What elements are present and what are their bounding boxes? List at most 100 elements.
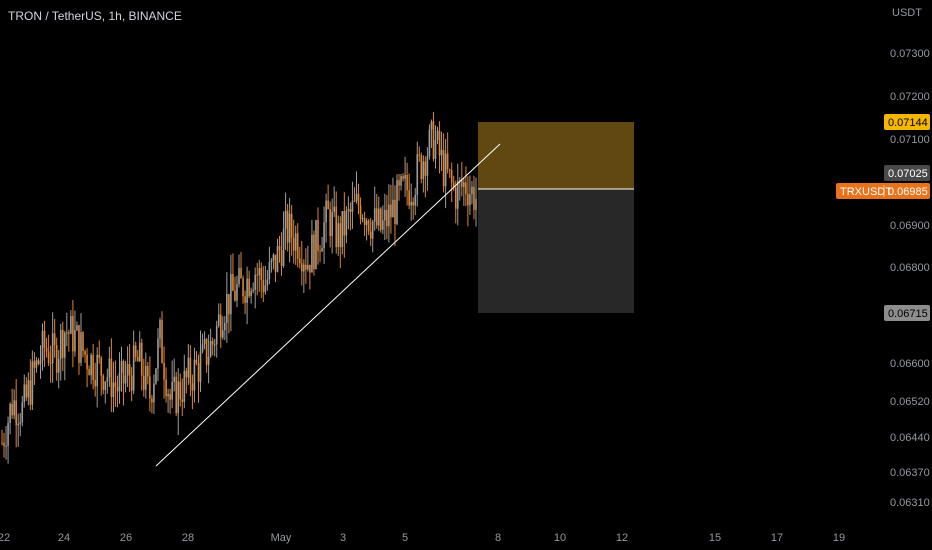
y-tick-label: 0.07100	[890, 134, 930, 146]
candle-body	[94, 379, 96, 387]
candle-body	[68, 332, 70, 334]
candle-body	[173, 376, 175, 383]
candle-body	[402, 176, 404, 179]
candle-body	[193, 359, 196, 391]
candle-body	[98, 354, 101, 358]
candle-body	[250, 291, 252, 297]
target-price-badge: 0.07144	[884, 114, 930, 130]
candle-body	[424, 161, 427, 176]
candle-body	[226, 293, 228, 324]
candle-body	[371, 221, 374, 239]
candle-body	[187, 357, 190, 378]
candle-body	[450, 170, 453, 183]
candle-body	[286, 210, 289, 243]
candle-body	[136, 357, 139, 362]
time-axis[interactable]: 22 24 26 28 May 3 5 8 10 12 15 17 19	[0, 532, 845, 544]
candle-body	[339, 223, 342, 248]
candle-body	[357, 193, 360, 206]
candle-body	[163, 362, 165, 380]
candle-body	[55, 345, 58, 373]
candle-body	[209, 341, 212, 357]
price-axis[interactable]: USDT 0.07300 0.07200 0.07100 0.06900 0.06800…	[836, 7, 930, 509]
x-tick-label: 3	[340, 532, 346, 544]
candle-body	[410, 202, 412, 206]
candle-body	[428, 129, 431, 157]
candle-body	[74, 330, 76, 352]
candle-body	[189, 357, 192, 384]
x-tick-label: 17	[771, 532, 783, 544]
candle-body	[124, 375, 127, 384]
candle-body	[335, 206, 338, 248]
loss-zone[interactable]	[478, 189, 634, 313]
trendline[interactable]	[155, 143, 501, 467]
candle-body	[53, 333, 56, 346]
candle-body	[3, 442, 5, 447]
candle-body	[215, 325, 218, 345]
y-tick-label: 0.06520	[890, 396, 930, 408]
candle-body	[7, 423, 9, 446]
candle-body	[147, 366, 149, 377]
target-price-text: 0.07144	[888, 117, 928, 129]
candle-body	[446, 153, 449, 170]
current-price-text: 0.07025	[888, 168, 928, 180]
candle-body	[452, 182, 455, 188]
candle-body	[236, 284, 238, 301]
candle-body	[254, 274, 257, 290]
candle-body	[278, 246, 281, 251]
candle-body	[70, 316, 72, 334]
candle-body	[84, 351, 86, 355]
candle-body	[268, 262, 271, 280]
entry-price-text: 0.06985	[888, 186, 928, 198]
candle-body	[390, 204, 392, 218]
candle-body	[92, 354, 94, 380]
candle-body	[151, 398, 153, 403]
candle-body	[414, 194, 417, 206]
candle-body	[349, 209, 352, 212]
candle-body	[234, 290, 236, 301]
candle-body	[317, 220, 319, 251]
candle-body	[386, 209, 388, 227]
candle-body	[270, 260, 273, 263]
candle-body	[106, 377, 109, 382]
candle-body	[404, 174, 406, 179]
axis-currency: USDT	[892, 7, 922, 19]
candle-body	[284, 210, 287, 229]
candle-body	[266, 279, 269, 286]
candle-body	[232, 274, 234, 291]
candle-body	[149, 376, 151, 399]
candle-body	[242, 278, 244, 297]
candle-body	[221, 330, 224, 338]
candle-body	[61, 329, 64, 358]
y-tick-label: 0.07200	[890, 91, 930, 103]
candle-body	[108, 358, 111, 378]
candle-body	[63, 332, 66, 358]
candle-body	[436, 130, 439, 140]
candle-body	[438, 130, 441, 156]
candle-body	[379, 208, 382, 230]
candle-body	[331, 211, 333, 237]
candle-body	[406, 174, 408, 191]
candle-body	[179, 381, 182, 400]
y-tick-label: 0.06310	[890, 497, 930, 509]
candle-body	[120, 361, 123, 373]
candle-body	[264, 285, 267, 293]
candle-body	[199, 351, 202, 382]
y-tick-label: 0.06800	[890, 262, 930, 274]
profit-zone[interactable]	[478, 122, 634, 189]
x-tick-label: 5	[402, 532, 408, 544]
candle-body	[276, 246, 279, 272]
candle-body	[420, 155, 423, 180]
candle-body	[377, 208, 380, 226]
candles-group	[1, 111, 477, 464]
candle-body	[110, 358, 113, 397]
candle-body	[432, 121, 435, 159]
candle-body	[169, 394, 171, 400]
y-tick-label: 0.06900	[890, 220, 930, 232]
x-tick-label: May	[271, 532, 292, 544]
candle-body	[252, 289, 254, 292]
candle-body	[256, 274, 259, 276]
candle-body	[122, 361, 125, 384]
candle-body	[238, 267, 240, 285]
candle-body	[39, 360, 42, 365]
